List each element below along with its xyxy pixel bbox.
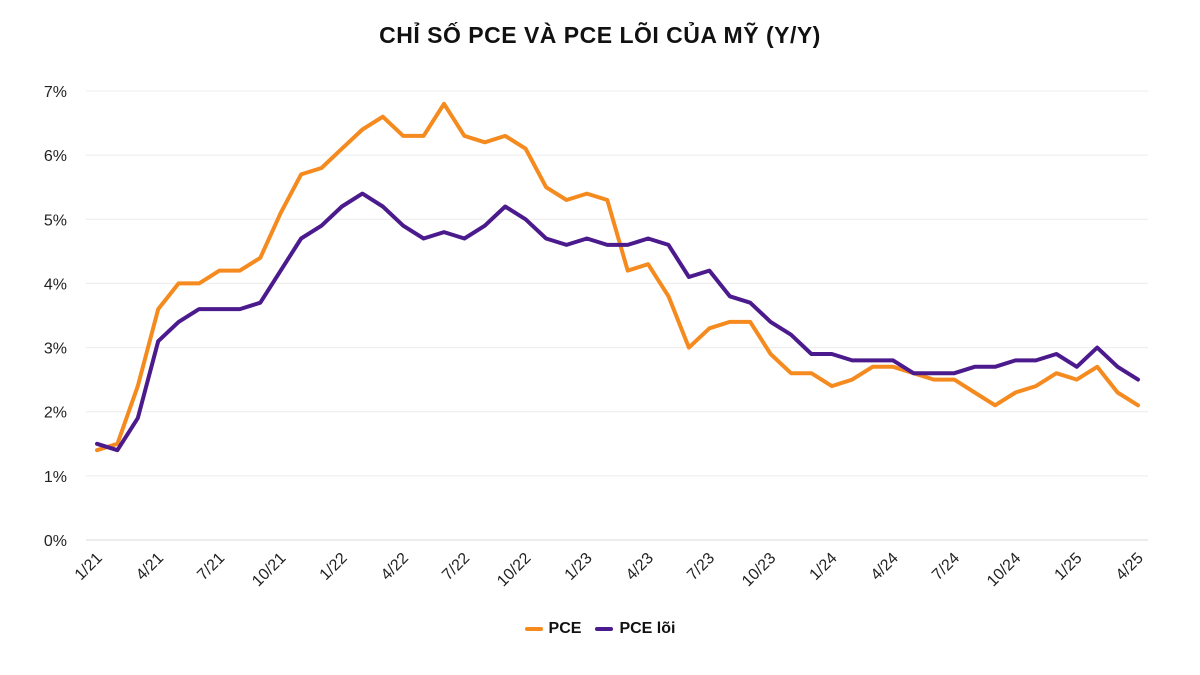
x-tick-label: 4/21 <box>133 550 167 584</box>
x-tick-label: 10/23 <box>739 550 779 590</box>
x-tick-label: 7/24 <box>929 550 963 584</box>
y-tick-label: 2% <box>44 405 67 422</box>
y-tick-label: 3% <box>44 341 67 358</box>
legend-swatch-pce <box>524 627 543 631</box>
chart-title: CHỈ SỐ PCE VÀ PCE LÕI CỦA MỸ (Y/Y) <box>379 22 821 48</box>
x-tick-label: 1/25 <box>1052 550 1086 584</box>
gridlines <box>86 90 1148 541</box>
x-tick-label: 10/21 <box>249 550 289 590</box>
x-tick-label: 1/24 <box>807 550 841 584</box>
legend-item-pce: PCE <box>524 620 582 638</box>
series-line-core-pce <box>95 191 1140 453</box>
x-tick-label: 4/23 <box>623 550 657 584</box>
legend: PCE PCE lõi <box>0 620 1200 638</box>
y-tick-label: 4% <box>44 276 67 293</box>
y-tick-label: 7% <box>44 84 67 101</box>
y-tick-label: 1% <box>44 469 67 486</box>
x-tick-label: 7/23 <box>684 550 718 584</box>
x-tick-label: 1/23 <box>562 550 596 584</box>
x-tick-label: 1/21 <box>72 550 106 584</box>
x-tick-label: 10/22 <box>494 550 534 590</box>
legend-label-pce: PCE <box>548 620 582 637</box>
legend-item-core-pce: PCE lõi <box>595 620 675 638</box>
y-tick-label: 5% <box>44 212 67 229</box>
x-axis-ticks: 1/21 4/21 7/21 10/21 1/22 4/22 7/22 10/22 1/23 4/… <box>72 550 1147 590</box>
series-lines <box>95 101 1140 453</box>
x-tick-label: 7/21 <box>194 550 228 584</box>
x-tick-label: 4/24 <box>868 550 902 584</box>
x-tick-label: 10/24 <box>984 550 1024 590</box>
y-axis-ticks: 0% 1% 2% 3% 4% 5% 6% 7% <box>44 84 67 550</box>
y-tick-label: 6% <box>44 148 67 165</box>
legend-swatch-core-pce <box>595 627 614 631</box>
x-tick-label: 4/22 <box>378 550 412 584</box>
x-tick-label: 1/22 <box>317 550 351 584</box>
x-tick-label: 7/22 <box>439 550 473 584</box>
x-tick-label: 4/25 <box>1113 550 1147 584</box>
series-line-pce <box>95 101 1140 453</box>
legend-label-core-pce: PCE lõi <box>619 620 676 637</box>
y-tick-label: 0% <box>44 533 67 550</box>
